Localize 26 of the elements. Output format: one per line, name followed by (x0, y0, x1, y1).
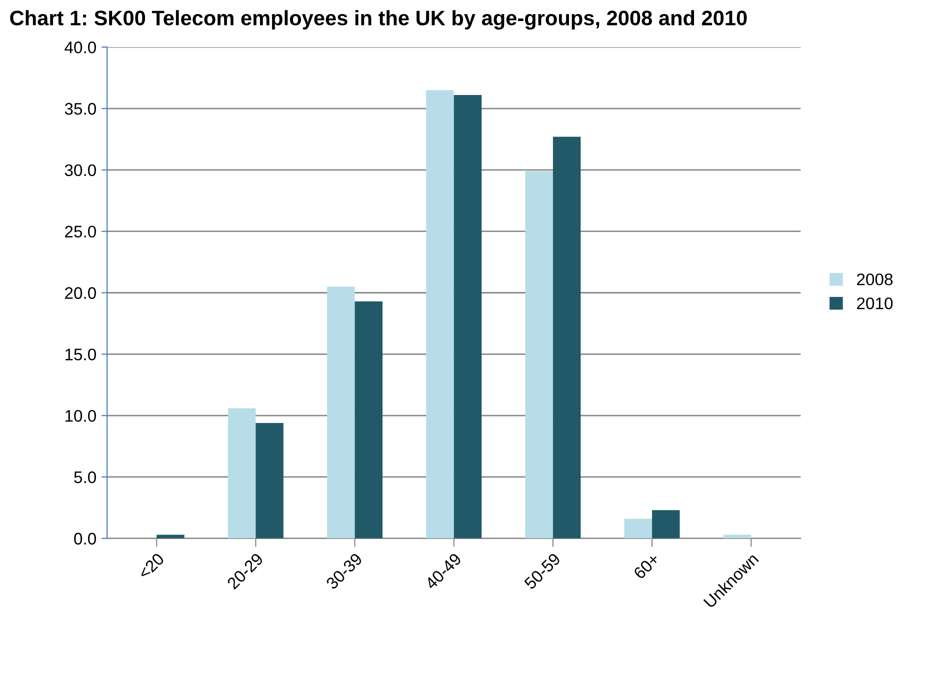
y-tick-label: 30.0 (64, 164, 96, 176)
bar (156, 534, 184, 538)
bar (228, 408, 256, 538)
y-tick-label: 35.0 (64, 102, 96, 115)
legend-label: 2010 (857, 297, 893, 310)
y-tick-label: 0.0 (74, 532, 96, 545)
x-tick-label: 60+ (632, 552, 660, 580)
y-tick-label: 25.0 (65, 226, 96, 238)
chart-title: Chart 1: SK00 Telecom employees in the UK by age-groups, 2008 and 2010 (10, 10, 747, 30)
bar (426, 90, 454, 538)
y-tick-label: 20.0 (65, 287, 96, 299)
y-tick-label: 15.0 (65, 348, 96, 360)
bar (354, 301, 383, 538)
y-tick-label: 40.0 (64, 42, 96, 54)
bar (552, 136, 581, 538)
bar (652, 510, 680, 538)
y-tick-label: 5.0 (74, 471, 96, 484)
bar (256, 422, 284, 538)
y-tick-label: 10.0 (65, 410, 96, 422)
legend-label: 2008 (857, 273, 893, 286)
bar (525, 171, 553, 538)
bar (327, 286, 355, 538)
x-tick-label: <20 (138, 552, 165, 580)
bar (454, 95, 482, 538)
bar (723, 534, 752, 538)
bar (624, 518, 652, 538)
